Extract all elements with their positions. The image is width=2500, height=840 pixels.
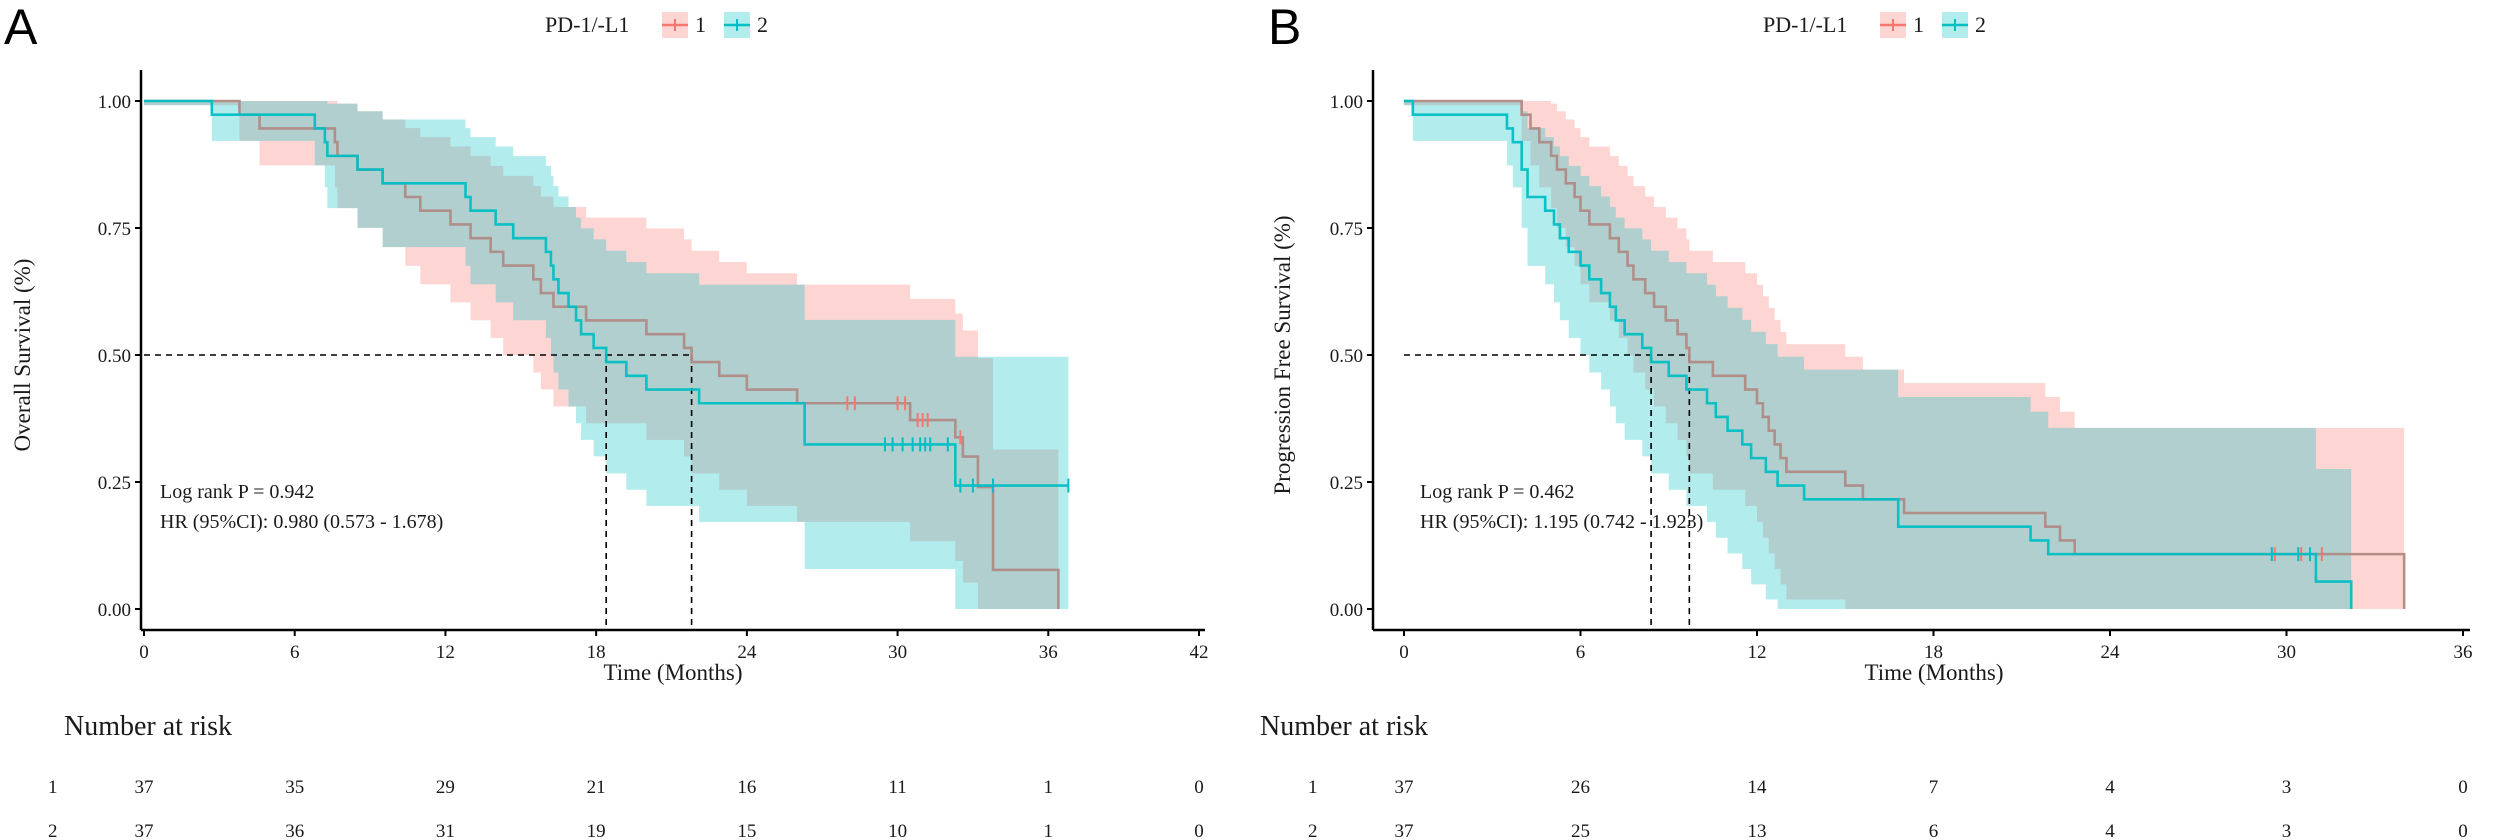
- y-axis-title: Overall Survival (%): [10, 259, 35, 452]
- y-tick-label: 1.00: [98, 92, 131, 113]
- x-tick-label: 6: [1576, 642, 1586, 663]
- stat-annotation: Log rank P = 0.942: [160, 481, 314, 503]
- legend-label-1: 1: [1913, 12, 1924, 37]
- y-axis-title: Progression Free Survival (%): [1270, 215, 1295, 494]
- risk-count: 31: [436, 821, 455, 840]
- risk-table-title: Number at risk: [64, 711, 232, 742]
- risk-count: 4: [2105, 777, 2115, 798]
- legend-title: PD-1/-L1: [545, 12, 629, 37]
- risk-count: 13: [1748, 821, 1767, 840]
- x-tick-label: 30: [888, 642, 907, 663]
- x-tick-label: 24: [2101, 642, 2121, 663]
- risk-count: 4: [2105, 821, 2115, 840]
- risk-count: 14: [1748, 777, 1768, 798]
- y-tick-label: 1.00: [1330, 92, 1363, 113]
- ci-band-group-1: [1404, 101, 2405, 609]
- y-tick-label: 0.00: [1330, 600, 1363, 621]
- y-tick-label: 0.25: [1330, 473, 1363, 494]
- x-tick-label: 42: [1190, 642, 1209, 663]
- legend: PD-1/-L1 1 2: [545, 12, 768, 38]
- risk-count: 11: [888, 777, 906, 798]
- risk-count: 16: [737, 777, 756, 798]
- x-axis-title: Time (Months): [1864, 660, 2003, 685]
- risk-row-label-2: 2: [48, 821, 58, 840]
- risk-count: 37: [1395, 777, 1414, 798]
- legend-label-2: 2: [757, 12, 768, 37]
- risk-count: 26: [1571, 777, 1590, 798]
- risk-count: 7: [1929, 777, 1939, 798]
- risk-count: 37: [135, 777, 154, 798]
- survival-curve-group-1: [1404, 99, 2406, 609]
- y-tick-label: 0.00: [98, 600, 131, 621]
- risk-row-label-2: 2: [1308, 821, 1318, 840]
- risk-count: 36: [285, 821, 304, 840]
- panel-a: A PD-1/-L1 1 20.000.250.500.751.000 6 12 18 24 3…: [4, 0, 1209, 840]
- risk-count: 3: [2282, 777, 2292, 798]
- panel-label: B: [1268, 0, 1301, 55]
- risk-count: 21: [587, 777, 606, 798]
- survival-curve-group-2: [1404, 99, 2353, 609]
- risk-table-title: Number at risk: [1260, 711, 1428, 742]
- ci-band-group-1: [144, 101, 1059, 609]
- risk-count: 0: [2458, 821, 2468, 840]
- risk-count: 35: [285, 777, 304, 798]
- risk-count: 1: [1044, 777, 1054, 798]
- y-tick-label: 0.25: [98, 473, 131, 494]
- x-tick-label: 36: [2454, 642, 2473, 663]
- x-tick-label: 18: [1924, 642, 1943, 663]
- x-tick-label: 30: [2277, 642, 2296, 663]
- risk-row-label-1: 1: [1308, 777, 1318, 798]
- risk-count: 29: [436, 777, 455, 798]
- legend: PD-1/-L1 1 2: [1763, 12, 1986, 38]
- risk-count: 19: [587, 821, 606, 840]
- risk-count: 37: [1395, 821, 1414, 840]
- panel-b: B PD-1/-L1 1 20.000.250.500.751.000 6 12 18 24 3…: [1260, 0, 2473, 840]
- x-tick-label: 24: [737, 642, 757, 663]
- legend-title: PD-1/-L1: [1763, 12, 1847, 37]
- panel-label: A: [4, 0, 38, 55]
- x-tick-label: 0: [139, 642, 149, 663]
- x-tick-label: 12: [436, 642, 455, 663]
- stat-annotation: HR (95%CI): 0.980 (0.573 - 1.678): [160, 511, 443, 533]
- risk-table: Number at risk 1 37 26 14 7 4 3 0 2 37 25 13 6 4 3 0: [1260, 711, 2468, 840]
- median-lines: [1404, 354, 1691, 630]
- y-tick-label: 0.50: [1330, 346, 1363, 367]
- ci-band-group-2: [1404, 101, 2352, 609]
- risk-row-label-1: 1: [48, 777, 58, 798]
- risk-count: 25: [1571, 821, 1590, 840]
- y-tick-label: 0.75: [98, 219, 131, 240]
- risk-count: 6: [1929, 821, 1939, 840]
- risk-count: 10: [888, 821, 907, 840]
- x-tick-label: 12: [1748, 642, 1767, 663]
- survival-curve-group-2: [144, 99, 1069, 487]
- y-tick-label: 0.75: [1330, 219, 1363, 240]
- stat-annotation: HR (95%CI): 1.195 (0.742 - 1.923): [1420, 511, 1703, 533]
- median-lines: [144, 354, 693, 630]
- risk-count: 0: [1194, 777, 1204, 798]
- risk-count: 1: [1044, 821, 1054, 840]
- x-tick-label: 6: [290, 642, 300, 663]
- x-tick-label: 0: [1399, 642, 1409, 663]
- risk-count: 3: [2282, 821, 2292, 840]
- risk-count: 37: [135, 821, 154, 840]
- risk-count: 0: [2458, 777, 2468, 798]
- x-axis-title: Time (Months): [603, 660, 742, 685]
- y-tick-label: 0.50: [98, 346, 131, 367]
- legend-label-2: 2: [1975, 12, 1986, 37]
- x-tick-label: 36: [1039, 642, 1058, 663]
- x-tick-label: 18: [587, 642, 606, 663]
- stat-annotation: Log rank P = 0.462: [1420, 481, 1574, 503]
- risk-count: 15: [737, 821, 756, 840]
- legend-label-1: 1: [695, 12, 706, 37]
- risk-count: 0: [1194, 821, 1204, 840]
